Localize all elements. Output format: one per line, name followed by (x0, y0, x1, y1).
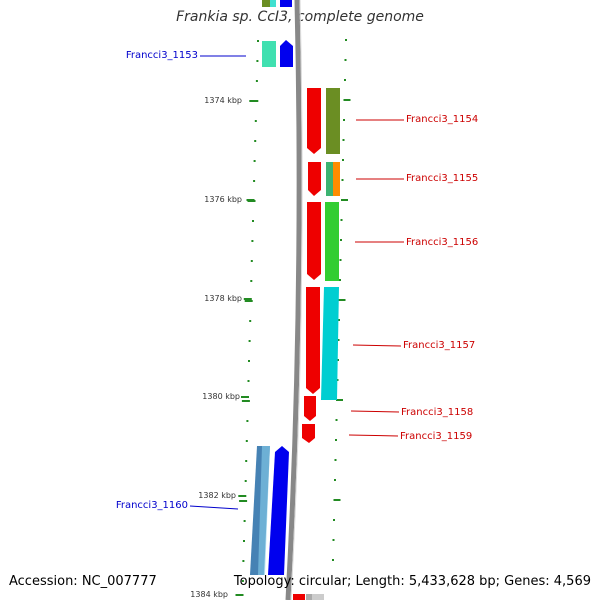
outer-tick (339, 279, 341, 281)
outer-tick (340, 239, 342, 241)
scale-major-tick (238, 495, 247, 497)
gene-label-1156[interactable]: Francci3_1156 (406, 237, 478, 248)
scale-tick (253, 180, 256, 182)
outer-tick (334, 459, 337, 461)
outer-tick (340, 219, 343, 221)
scale-tick (248, 340, 251, 342)
scale-tick (245, 460, 248, 462)
scale-label-1378: 1378 kbp (204, 294, 242, 303)
gene-arrow-1157[interactable] (306, 287, 320, 394)
plus-strand-features[interactable] (302, 88, 321, 443)
gene-label-1158[interactable]: Francci3_1158 (401, 407, 473, 418)
scale-ticks (235, 40, 259, 596)
genome-backbone-highlight (290, 0, 303, 600)
scale-tick (243, 540, 245, 542)
scale-tick (242, 560, 245, 562)
feature-strip-bottom (293, 594, 324, 600)
gene-label-1159[interactable]: Francci3_1159 (400, 431, 472, 442)
scale-tick (255, 80, 258, 82)
scale-tick (257, 40, 259, 42)
scale-label-1382: 1382 kbp (198, 491, 236, 500)
scale-tick (249, 320, 252, 322)
gene-arrow-1158[interactable] (304, 396, 316, 421)
scale-tick (241, 400, 250, 402)
outer-ticks (332, 39, 351, 561)
outer-tick (338, 299, 346, 301)
scale-tick (248, 360, 250, 362)
outer-tick (332, 539, 335, 541)
gene-label-1154[interactable]: Francci3_1154 (406, 114, 478, 125)
scale-tick (245, 440, 248, 442)
scale-major-tick (249, 100, 258, 102)
scale-tick (246, 420, 249, 422)
scale-tick (244, 480, 247, 482)
scale-major-tick (241, 396, 249, 398)
outer-tick (344, 79, 346, 81)
scale-tick (241, 580, 244, 582)
accession-text: Accession: NC_007777 (9, 574, 157, 589)
outer-tick (342, 139, 345, 141)
gene-arrow-1156[interactable] (307, 202, 321, 280)
gene-labels: Francci3_1153 Francci3_1154 Francci3_115… (116, 50, 478, 511)
gene-label-1155[interactable]: Francci3_1155 (406, 173, 478, 184)
gene-arrow-1160[interactable] (268, 446, 289, 575)
gene-label-1153[interactable]: Francci3_1153 (126, 50, 198, 61)
outer-tick (335, 439, 337, 441)
scale-major-tick (235, 594, 244, 596)
scale-major-tick (246, 199, 255, 201)
scale-tick (247, 380, 250, 382)
outer-tick (338, 319, 340, 321)
outer-tick (344, 59, 347, 61)
outer-tick (336, 399, 343, 401)
scale-label-1384: 1384 kbp (190, 590, 228, 599)
scale-tick (250, 260, 253, 262)
outer-tick (341, 199, 348, 201)
scale-tick (252, 220, 254, 222)
scale-tick (253, 160, 256, 162)
scale-labels: 1374 kbp 1376 kbp 1378 kbp 1380 kbp 1382… (190, 96, 242, 599)
gene-arrow-1154[interactable] (307, 88, 321, 154)
gene-arrow-1155[interactable] (308, 162, 321, 196)
scale-tick (244, 300, 253, 302)
scale-label-1376: 1376 kbp (204, 195, 242, 204)
genome-summary-text: Topology: circular; Length: 5,433,628 bp… (233, 574, 591, 589)
outer-tick (339, 259, 342, 261)
outer-tick (332, 559, 334, 561)
scale-tick (256, 60, 259, 62)
gene-label-1160[interactable]: Francci3_1160 (116, 500, 188, 511)
scale-tick (254, 140, 257, 142)
outer-tick (334, 479, 336, 481)
outer-tick (341, 179, 344, 181)
scale-tick (251, 240, 254, 242)
gene-label-1157[interactable]: Francci3_1157 (403, 340, 475, 351)
outer-tick (333, 519, 335, 521)
scale-tick (239, 500, 248, 502)
gene-block-1160b[interactable] (258, 446, 270, 575)
outer-tick (336, 379, 339, 381)
scale-tick (243, 520, 246, 522)
outer-tick (343, 99, 351, 101)
genome-backbone (285, 0, 302, 600)
outer-tick (335, 419, 338, 421)
outer-tick (342, 159, 344, 161)
scale-tick (254, 120, 257, 122)
minus-strand-features[interactable] (250, 446, 289, 575)
gene-arrow-1159[interactable] (302, 424, 315, 443)
scale-major-tick (243, 298, 252, 300)
plus-strand-blocks (321, 88, 340, 400)
scale-label-1380: 1380 kbp (202, 392, 240, 401)
outer-tick (337, 339, 340, 341)
outer-tick (333, 499, 341, 501)
scale-label-1374: 1374 kbp (204, 96, 242, 105)
outer-tick (343, 119, 345, 121)
outer-tick (337, 359, 339, 361)
outer-tick (345, 39, 347, 41)
feature-strip-top (262, 0, 293, 67)
scale-tick (250, 280, 253, 282)
gene-callout-lines (189, 55, 404, 510)
